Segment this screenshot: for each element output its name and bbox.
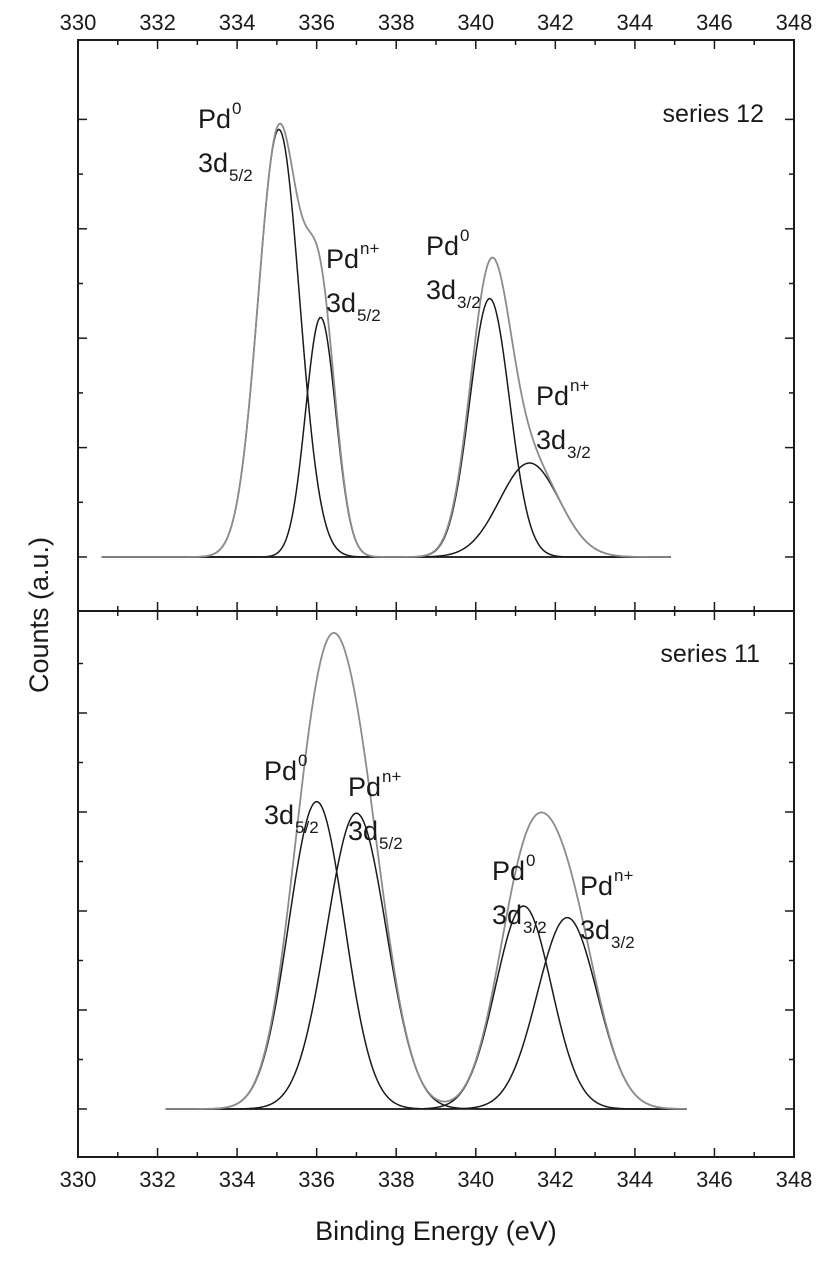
envelope-curve <box>101 122 671 558</box>
outer-frame <box>77 39 795 1158</box>
peak-label-orbital: 3d5/2 <box>264 800 319 837</box>
peak-label-orbital: 3d3/2 <box>492 900 547 937</box>
peak-label-sub: 5/2 <box>357 306 381 325</box>
peak-label-sup: 0 <box>298 751 307 770</box>
peak-label-sub: 3/2 <box>523 918 547 937</box>
x-tick-label-bottom: 340 <box>457 1167 494 1192</box>
x-tick-label-bottom: 348 <box>776 1167 813 1192</box>
envelope-curve <box>165 631 687 1110</box>
peak-label-sub: 5/2 <box>295 818 319 837</box>
x-tick-label-top: 346 <box>696 10 733 35</box>
peak-label-sub: 5/2 <box>229 166 253 185</box>
tick-labels: 330 330 332 332 334 334 336 336 338 338 340 340 342 3… <box>60 10 813 1192</box>
x-axis-label: Binding Energy (eV) <box>315 1216 557 1246</box>
x-tick-label-top: 344 <box>617 10 654 35</box>
peak-label-element: Pd0 <box>492 851 536 886</box>
peak-label-orbital: 3d3/2 <box>536 425 591 462</box>
component-peak-4 <box>165 916 687 1110</box>
peak-label-sup: n+ <box>382 767 401 786</box>
y-axis-label: Counts (a.u.) <box>24 537 54 693</box>
peak-label-3: Pd0 3d3/2 <box>492 851 547 937</box>
peak-label-sup: 0 <box>232 99 241 118</box>
peak-label-element: Pdn+ <box>348 767 401 802</box>
peak-label-4: Pdn+ 3d3/2 <box>536 376 591 462</box>
peak-label-sup: n+ <box>570 376 589 395</box>
component-peak-4 <box>101 462 671 558</box>
peak-label-element: Pdn+ <box>326 239 379 274</box>
peak-label-4: Pdn+3d3/2 <box>580 866 635 952</box>
panel-title: series 12 <box>663 100 764 128</box>
peak-label-sub: 3/2 <box>457 293 481 312</box>
peak-label-sup: 0 <box>526 851 535 870</box>
x-tick-label-bottom: 342 <box>537 1167 574 1192</box>
x-tick-label-top: 334 <box>219 10 256 35</box>
panel-title: series 11 <box>660 640 760 668</box>
component-peak-3 <box>101 297 671 558</box>
x-tick-label-top: 348 <box>776 10 813 35</box>
peak-label-1: Pd0 3d5/2 <box>198 99 253 185</box>
x-tick-label-top: 330 <box>60 10 97 35</box>
peak-labels: series 12Pd03d5/2Pdn+3d5/2Pd03d3/2Pdn+3d… <box>198 99 764 952</box>
x-tick-label-bottom: 344 <box>617 1167 654 1192</box>
x-tick-label-top: 340 <box>457 10 494 35</box>
tick-marks <box>77 40 795 1157</box>
peak-label-orbital: 3d3/2 <box>426 275 481 312</box>
x-tick-label-bottom: 330 <box>60 1167 97 1192</box>
peak-label-element: Pdn+ <box>536 376 589 411</box>
x-tick-label-top: 332 <box>139 10 176 35</box>
x-tick-label-bottom: 338 <box>378 1167 415 1192</box>
peak-label-2: Pdn+ 3d5/2 <box>326 239 381 325</box>
x-tick-label-bottom: 332 <box>139 1167 176 1192</box>
peak-label-sup: n+ <box>360 239 379 258</box>
component-peak-1 <box>101 128 671 558</box>
x-tick-label-top: 338 <box>378 10 415 35</box>
peak-label-element: Pd0 <box>264 751 308 786</box>
peak-label-3: Pd0 3d3/2 <box>426 226 481 312</box>
peak-label-sup: 0 <box>460 226 469 245</box>
component-peak-1 <box>165 800 687 1110</box>
component-peak-2 <box>101 316 671 558</box>
peak-label-sub: 5/2 <box>379 834 403 853</box>
peak-label-sub: 3/2 <box>611 933 635 952</box>
peak-label-1: Pd0 3d5/2 <box>264 751 319 837</box>
peak-label-2: Pdn+ 3d5/2 <box>348 767 403 853</box>
peak-label-orbital: 3d5/2 <box>326 288 381 325</box>
peak-label-sup: n+ <box>614 866 633 885</box>
x-tick-label-top: 336 <box>298 10 335 35</box>
plot-frame <box>77 39 795 1158</box>
peak-label-sub: 3/2 <box>567 443 591 462</box>
peak-label-element: Pd0 <box>198 99 242 134</box>
x-tick-label-bottom: 334 <box>219 1167 256 1192</box>
peak-label-element: Pdn+ <box>580 866 633 901</box>
component-peak-2 <box>165 812 687 1110</box>
x-tick-label-bottom: 346 <box>696 1167 733 1192</box>
peak-label-orbital: 3d5/2 <box>198 148 253 185</box>
x-tick-label-bottom: 336 <box>298 1167 335 1192</box>
curves <box>101 122 687 1110</box>
peak-label-orbital: 3d5/2 <box>348 816 403 853</box>
x-tick-label-top: 342 <box>537 10 574 35</box>
peak-label-element: Pd0 <box>426 226 470 261</box>
